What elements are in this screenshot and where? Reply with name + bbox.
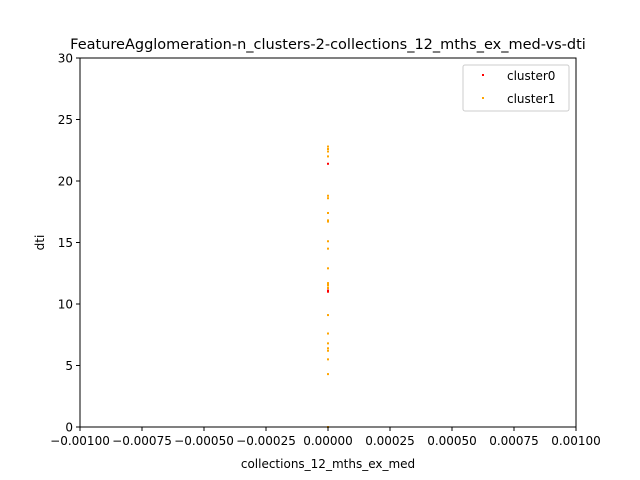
data-point-cluster1: [327, 240, 329, 243]
y-axis-label: dti: [33, 235, 47, 251]
data-point-cluster1: [327, 155, 329, 158]
legend-label-cluster0: cluster0: [507, 69, 555, 83]
data-point-cluster1: [327, 219, 329, 222]
legend-label-cluster1: cluster1: [507, 92, 555, 106]
y-tick-label: 5: [65, 359, 73, 373]
x-tick-label: −0.00025: [236, 434, 296, 448]
data-point-cluster0: [327, 289, 329, 292]
x-tick-label: 0.00050: [427, 434, 477, 448]
data-point-cluster1: [327, 150, 329, 153]
data-point-cluster1: [327, 349, 329, 352]
data-point-cluster1: [327, 282, 329, 285]
data-point-cluster1: [327, 197, 329, 200]
data-point-cluster1: [327, 347, 329, 350]
y-axis-ticks: 0 5 10 15 20 25 30: [58, 52, 80, 435]
y-tick-label: 15: [58, 236, 73, 250]
data-points: [327, 145, 329, 428]
data-point-cluster1: [327, 148, 329, 151]
data-point-cluster1: [327, 358, 329, 361]
x-tick-label: 0.00000: [303, 434, 353, 448]
x-tick-label: −0.00050: [174, 434, 234, 448]
y-tick-label: 30: [58, 52, 73, 66]
x-axis-ticks: −0.00100 −0.00075 −0.00050 −0.00025 0.00000 0…: [50, 427, 601, 448]
chart-title: FeatureAgglomeration-n_clusters-2-collec…: [70, 37, 586, 53]
x-tick-label: 0.00075: [489, 434, 539, 448]
data-point-cluster1: [327, 287, 329, 290]
data-point-cluster1: [327, 332, 329, 335]
data-point-cluster1: [327, 284, 329, 287]
legend-box: [462, 64, 570, 112]
legend-marker-cluster0: [482, 74, 484, 76]
data-point-cluster1: [327, 211, 329, 214]
y-tick-label: 20: [58, 175, 73, 189]
data-point-cluster1: [327, 342, 329, 345]
data-point-cluster0: [327, 290, 329, 293]
data-point-cluster1: [327, 145, 329, 148]
x-tick-label: −0.00100: [50, 434, 110, 448]
x-tick-label: 0.00100: [551, 434, 601, 448]
data-point-cluster1: [327, 373, 329, 376]
data-point-cluster1: [327, 247, 329, 250]
y-tick-label: 25: [58, 113, 73, 127]
y-tick-label: 10: [58, 298, 73, 312]
x-axis-label: collections_12_mths_ex_med: [241, 457, 415, 471]
legend: cluster0 cluster1: [462, 64, 570, 112]
data-point-cluster1: [327, 194, 329, 197]
data-point-cluster1: [327, 220, 329, 223]
x-tick-label: −0.00075: [112, 434, 172, 448]
data-point-cluster0: [327, 162, 329, 165]
legend-marker-cluster1: [482, 97, 484, 99]
x-tick-label: 0.00025: [365, 434, 415, 448]
data-point-cluster1: [327, 267, 329, 270]
plot-area: [80, 58, 576, 427]
y-tick-label: 0: [65, 421, 73, 435]
data-point-cluster1: [327, 314, 329, 317]
data-point-cluster1: [327, 283, 329, 286]
